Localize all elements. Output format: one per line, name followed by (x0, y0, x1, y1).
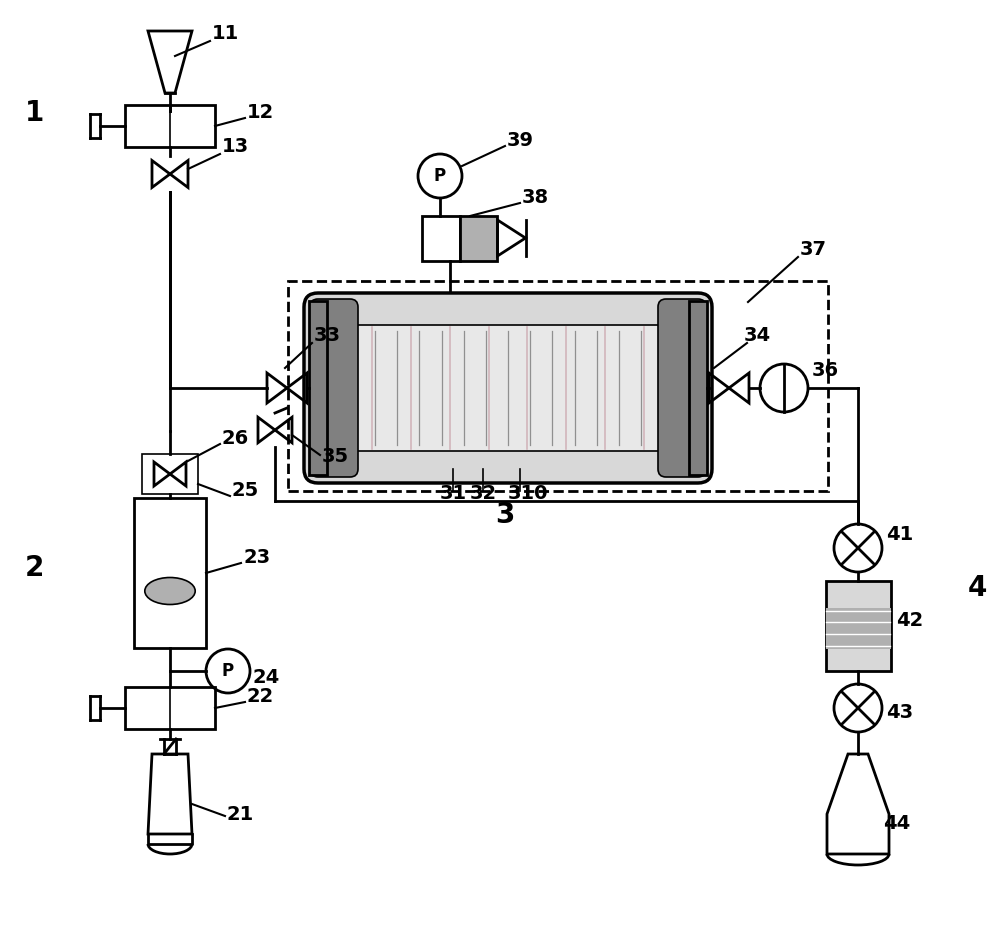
Text: 43: 43 (886, 703, 913, 722)
Bar (826, 608, 891, 648)
Bar (460, 216, 497, 260)
Bar (134, 498, 206, 648)
Text: 13: 13 (222, 137, 249, 156)
Text: 39: 39 (507, 131, 534, 150)
Bar (125, 687, 215, 729)
Text: 44: 44 (883, 814, 910, 833)
Text: 310: 310 (508, 484, 548, 503)
Text: 33: 33 (314, 326, 341, 345)
Text: 11: 11 (212, 24, 239, 43)
Bar (142, 454, 198, 494)
Text: 1: 1 (25, 99, 44, 127)
Text: 34: 34 (744, 326, 771, 345)
Text: 31: 31 (440, 484, 467, 503)
Bar (350, 325, 666, 451)
Text: 4: 4 (968, 574, 987, 602)
Text: 21: 21 (227, 805, 254, 824)
Text: 12: 12 (247, 103, 274, 122)
Text: 24: 24 (253, 668, 280, 687)
Text: 26: 26 (222, 429, 249, 448)
Text: P: P (434, 167, 446, 185)
Bar (826, 581, 891, 671)
Bar (125, 105, 215, 147)
Text: 36: 36 (812, 361, 839, 380)
Bar (309, 301, 327, 475)
Text: 41: 41 (886, 525, 913, 544)
Bar (689, 301, 707, 475)
Text: 3: 3 (495, 501, 514, 529)
Text: 32: 32 (470, 484, 497, 503)
Text: 22: 22 (247, 687, 274, 706)
Text: 25: 25 (232, 481, 259, 500)
Text: 23: 23 (243, 548, 270, 567)
Text: 38: 38 (522, 188, 549, 207)
FancyBboxPatch shape (304, 293, 712, 483)
FancyBboxPatch shape (658, 299, 706, 477)
Text: P: P (222, 662, 234, 680)
Ellipse shape (145, 578, 195, 605)
FancyBboxPatch shape (310, 299, 358, 477)
Text: 37: 37 (800, 240, 827, 259)
Text: 2: 2 (25, 554, 44, 582)
Bar (422, 216, 460, 260)
Bar (288, 281, 828, 491)
Text: 42: 42 (896, 611, 923, 630)
Text: 35: 35 (322, 447, 349, 466)
